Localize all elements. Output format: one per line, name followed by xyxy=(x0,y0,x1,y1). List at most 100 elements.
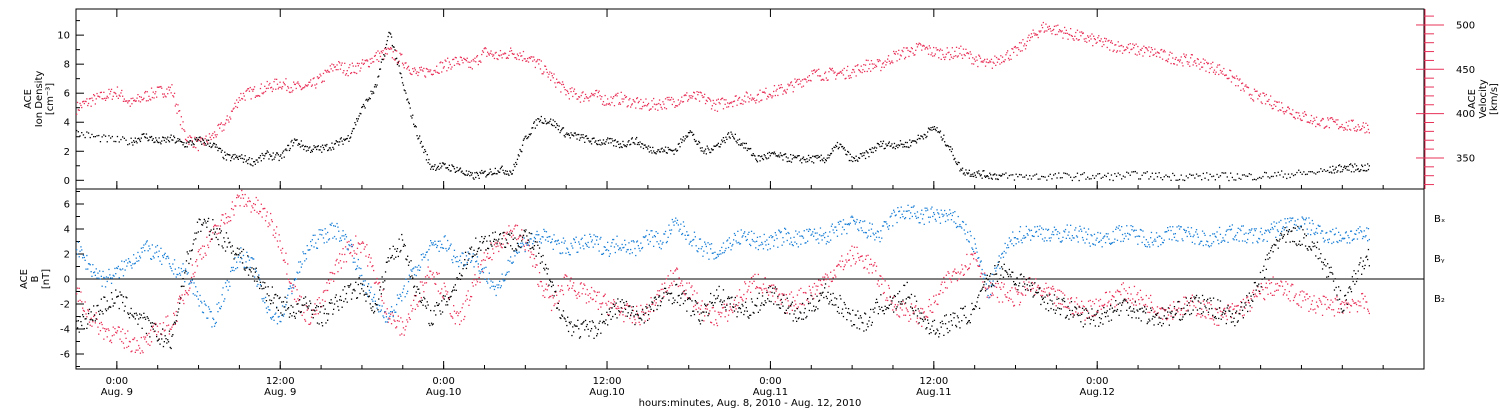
data-point xyxy=(162,93,164,95)
data-point xyxy=(688,132,690,134)
data-point xyxy=(349,245,351,247)
data-point xyxy=(883,148,885,150)
data-point xyxy=(240,157,242,159)
data-point xyxy=(932,55,934,57)
data-point xyxy=(469,61,471,63)
data-point xyxy=(296,289,298,291)
data-point xyxy=(403,67,405,69)
data-point xyxy=(991,178,993,180)
data-point xyxy=(537,283,539,286)
data-point xyxy=(778,87,781,89)
data-point xyxy=(938,293,940,295)
data-point xyxy=(897,53,899,55)
data-point xyxy=(487,53,490,55)
data-point xyxy=(214,322,216,325)
data-point xyxy=(835,78,837,80)
data-point xyxy=(725,310,727,312)
data-point xyxy=(331,222,333,224)
data-point xyxy=(314,146,316,149)
data-point xyxy=(147,250,149,252)
data-point xyxy=(1336,296,1338,298)
data-point xyxy=(542,122,544,124)
data-point xyxy=(413,70,415,73)
data-point xyxy=(95,268,97,270)
data-point xyxy=(784,91,787,93)
data-point xyxy=(962,173,965,175)
data-point xyxy=(871,147,873,149)
data-point xyxy=(832,277,834,279)
data-point xyxy=(564,89,566,91)
data-point xyxy=(339,138,342,140)
data-point xyxy=(375,281,377,283)
data-point xyxy=(1148,46,1150,48)
data-point xyxy=(674,106,676,108)
data-point xyxy=(247,158,250,161)
data-point xyxy=(970,173,972,176)
data-point xyxy=(1077,39,1079,41)
data-point xyxy=(421,281,423,283)
data-point xyxy=(856,159,858,161)
data-point xyxy=(81,301,83,303)
data-point xyxy=(744,95,746,97)
data-point xyxy=(386,53,388,55)
data-point xyxy=(547,285,549,287)
data-point xyxy=(169,328,171,330)
data-point xyxy=(125,259,127,261)
data-point xyxy=(836,145,838,148)
data-point xyxy=(333,148,335,150)
data-point xyxy=(1042,290,1044,293)
data-point xyxy=(355,124,357,126)
data-point xyxy=(893,142,896,145)
data-point xyxy=(496,284,498,286)
data-point xyxy=(852,160,854,163)
data-point xyxy=(486,256,488,258)
data-point xyxy=(1331,172,1333,174)
data-point xyxy=(940,283,942,286)
data-point xyxy=(1119,50,1121,52)
data-point xyxy=(429,71,431,73)
data-point xyxy=(227,154,229,156)
data-point xyxy=(1079,31,1081,33)
data-point xyxy=(1007,299,1010,302)
data-point xyxy=(367,60,369,62)
data-point xyxy=(777,297,779,299)
data-point xyxy=(1141,174,1143,176)
data-point xyxy=(420,254,422,256)
data-point xyxy=(473,60,475,62)
data-point xyxy=(367,283,370,285)
data-point xyxy=(610,142,612,144)
data-point xyxy=(1165,309,1167,311)
data-point xyxy=(811,161,813,163)
data-point xyxy=(1310,114,1313,117)
data-point xyxy=(754,100,756,102)
data-point xyxy=(919,317,921,319)
data-point xyxy=(1264,286,1267,289)
data-point xyxy=(761,91,764,93)
data-point xyxy=(413,274,416,276)
data-point xyxy=(971,175,973,177)
data-point xyxy=(289,91,291,94)
data-point xyxy=(408,317,410,319)
data-point xyxy=(635,107,637,109)
data-point xyxy=(451,164,453,166)
data-point xyxy=(1299,291,1302,293)
data-point xyxy=(401,333,403,335)
data-point xyxy=(506,170,508,172)
data-point xyxy=(746,92,748,94)
data-point xyxy=(1274,290,1276,292)
data-point xyxy=(428,276,430,278)
data-point xyxy=(668,287,670,289)
data-point xyxy=(858,69,860,71)
data-point xyxy=(1030,290,1032,292)
data-point xyxy=(710,108,713,110)
data-point xyxy=(1071,313,1073,315)
data-point xyxy=(858,259,861,261)
data-point xyxy=(266,211,268,213)
data-point xyxy=(319,73,321,75)
data-point xyxy=(1304,111,1306,113)
data-point xyxy=(927,127,930,129)
data-point xyxy=(827,79,829,81)
data-point xyxy=(1338,308,1340,310)
data-point xyxy=(1047,175,1050,177)
data-point xyxy=(118,141,120,143)
